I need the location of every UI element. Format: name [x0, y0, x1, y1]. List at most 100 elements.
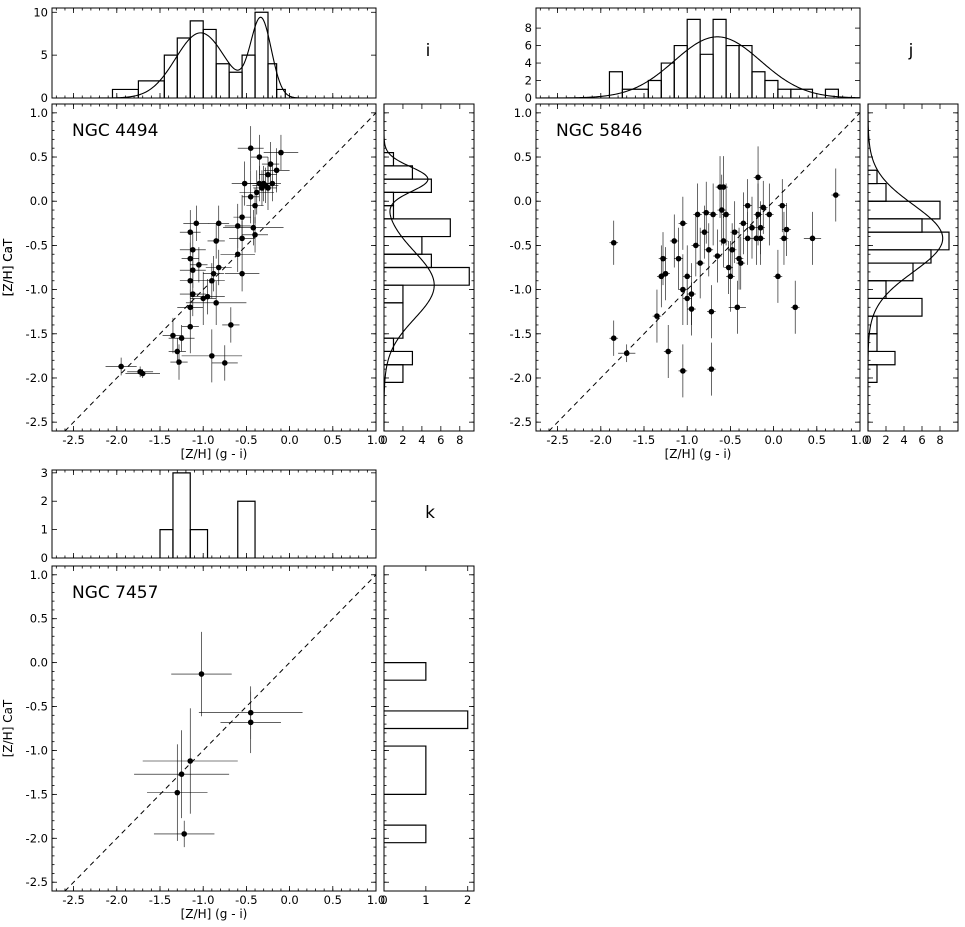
data-point: [694, 211, 701, 218]
data-point: [253, 189, 260, 196]
right-hist-fit-curve: [867, 104, 944, 431]
y-tick-label: 1.0: [30, 568, 48, 582]
data-point: [190, 267, 196, 273]
data-point: [213, 300, 219, 306]
data-point: [688, 306, 695, 312]
data-point: [723, 211, 729, 218]
data-point: [190, 291, 196, 297]
data-point: [267, 161, 274, 167]
data-point: [247, 145, 254, 151]
y-tick-label: 0.0: [514, 194, 532, 208]
y-tick-label: 0.5: [514, 150, 532, 164]
data-point: [200, 295, 206, 302]
top-hist-bar: [751, 71, 766, 98]
y-tick-label: -0.5: [26, 700, 48, 714]
y-tick-label: -1.0: [510, 283, 532, 297]
right-hist-bar: [868, 169, 878, 185]
x-tick-label: -1.5: [633, 433, 655, 447]
right-hist-bar: [384, 824, 427, 844]
data-point: [170, 332, 176, 339]
top-hist-bar: [824, 88, 839, 98]
x-tick-label: 1.0: [367, 433, 385, 447]
x-tick-label: 0.5: [808, 433, 826, 447]
data-point: [671, 238, 678, 244]
x-tick-label: -2.0: [590, 433, 612, 447]
panel-k-ngc7457: -2.5 -2.0 -1.5 -1.0 -0.5 0.0 0.5 1.0 -2.5 -2.0 -1.…: [1, 466, 475, 921]
x-tick-label: -1.0: [192, 433, 214, 447]
x-axis-label: [Z/H] (g - i): [665, 447, 732, 461]
x-axis-label: [Z/H] (g - i): [181, 447, 248, 461]
x-tick-label: 0.0: [280, 433, 298, 447]
y-tick-label: 1.0: [514, 106, 532, 120]
x-axis-label: [Z/H] (g - i): [181, 907, 248, 921]
x-tick-label: 1.0: [851, 433, 869, 447]
top-hist-bar: [699, 53, 714, 98]
y-tick-label: 0.0: [30, 656, 48, 670]
panel-letter: k: [425, 503, 435, 523]
right-hist-x-tick-label: 8: [936, 433, 943, 447]
right-hist-x-tick-label: 4: [418, 433, 425, 447]
right-hist-bar: [384, 152, 395, 167]
data-point: [176, 359, 182, 365]
top-hist-bar: [647, 79, 662, 98]
data-point: [729, 247, 735, 253]
data-point: [209, 277, 215, 284]
panel-j-ngc5846: -2.5 -2.0 -1.5 -1.0 -0.5 0.0 0.5 1.0 -2.5 -2.0 -1.…: [1, 7, 959, 461]
data-point: [757, 235, 764, 242]
x-tick-label: 0.0: [280, 893, 298, 907]
data-point: [736, 255, 742, 262]
right-hist-bar: [868, 350, 896, 366]
data-point: [744, 202, 751, 209]
top-hist-bar: [712, 18, 727, 98]
top-hist-y-tick-label: 0: [41, 91, 48, 105]
x-tick-label: -1.5: [149, 893, 171, 907]
y-tick-label: -1.0: [26, 283, 48, 297]
data-point: [697, 260, 703, 266]
y-tick-label: -1.5: [26, 327, 48, 341]
data-point: [118, 363, 124, 370]
top-histogram-frame: [51, 469, 377, 559]
one-to-one-line: [64, 112, 377, 432]
data-point: [187, 323, 194, 330]
top-hist-bar: [137, 80, 165, 98]
data-point: [675, 255, 682, 262]
top-hist-bar: [764, 79, 779, 98]
data-point: [215, 220, 222, 227]
top-hist-bar: [254, 11, 269, 98]
data-point: [809, 235, 816, 242]
data-point: [187, 758, 194, 764]
data-point: [239, 270, 245, 277]
right-hist-x-tick-label: 0: [380, 893, 387, 907]
panel-letter: j: [908, 41, 914, 61]
right-hist-x-tick-label: 2: [882, 433, 889, 447]
data-point: [749, 224, 755, 231]
data-point: [241, 180, 248, 187]
data-point: [174, 348, 181, 355]
data-point: [701, 229, 708, 235]
data-point: [178, 771, 185, 777]
data-point: [256, 154, 263, 160]
top-hist-bar: [215, 63, 230, 98]
data-point: [833, 192, 839, 198]
right-hist-x-tick-label: 8: [456, 433, 463, 447]
top-hist-y-tick-label: 4: [525, 56, 532, 70]
y-tick-label: -1.5: [26, 787, 48, 801]
one-to-one-line: [64, 574, 377, 892]
y-tick-label: -1.0: [26, 743, 48, 757]
x-tick-label: 0.0: [764, 433, 782, 447]
data-point: [187, 255, 194, 262]
data-point: [654, 313, 660, 319]
data-point: [265, 171, 271, 178]
top-histogram-frame: [535, 7, 861, 99]
data-point: [783, 226, 790, 233]
scatter-frame: [51, 103, 377, 432]
y-tick-label: -2.5: [26, 415, 48, 429]
y-tick-label: -2.5: [510, 415, 532, 429]
x-tick-label: -1.0: [192, 893, 214, 907]
right-hist-bar: [384, 165, 414, 180]
galaxy-label: NGC 5846: [556, 121, 642, 141]
data-point: [187, 229, 194, 235]
x-tick-label: 1.0: [367, 893, 385, 907]
top-hist-fit-curve: [52, 16, 376, 99]
galaxy-label: NGC 4494: [72, 121, 158, 141]
